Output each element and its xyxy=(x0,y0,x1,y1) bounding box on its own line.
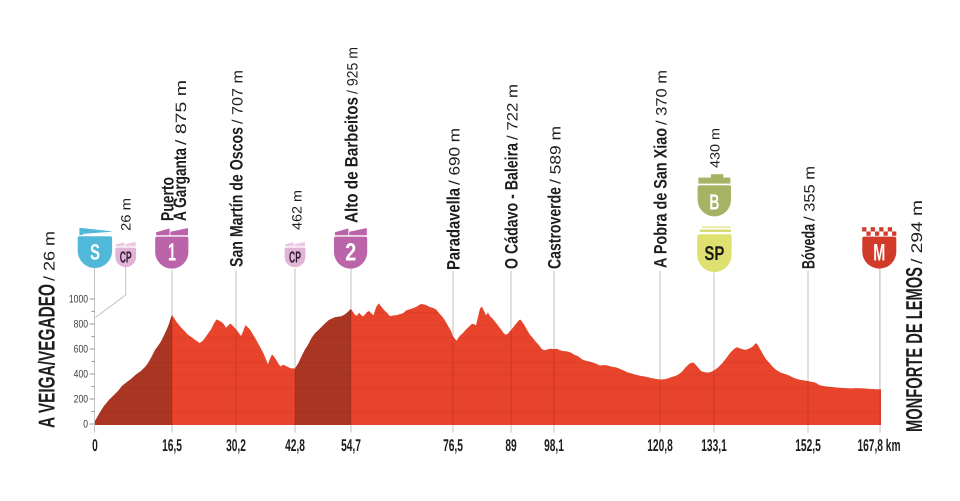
svg-text:CP: CP xyxy=(120,250,132,267)
svg-text:167,8 km: 167,8 km xyxy=(857,436,900,455)
svg-text:26 m: 26 m xyxy=(119,198,134,231)
svg-text:120,8: 120,8 xyxy=(647,436,673,455)
svg-text:A VEIGA/VEGADEO: A VEIGA/VEGADEO xyxy=(34,284,60,428)
svg-text:/ 925 m: / 925 m xyxy=(344,47,361,94)
svg-text:16,5: 16,5 xyxy=(162,436,182,455)
svg-text:M: M xyxy=(873,240,885,267)
svg-text:0: 0 xyxy=(92,436,98,455)
svg-text:Bóveda: Bóveda xyxy=(799,223,819,269)
svg-text:200: 200 xyxy=(74,394,88,406)
svg-text:76,5: 76,5 xyxy=(443,436,463,455)
svg-text:54,7: 54,7 xyxy=(341,436,361,455)
svg-text:30,2: 30,2 xyxy=(226,436,246,455)
svg-text:MONFORTE DE LEMOS: MONFORTE DE LEMOS xyxy=(901,267,927,432)
svg-text:Castroverde: Castroverde xyxy=(545,187,565,269)
svg-text:1000: 1000 xyxy=(69,294,88,306)
svg-text:Puerto: Puerto xyxy=(158,177,178,221)
svg-text:0: 0 xyxy=(83,419,88,431)
svg-text:B: B xyxy=(709,190,719,215)
svg-text:/ 722 m: / 722 m xyxy=(505,84,522,140)
svg-text:/ 26 m: / 26 m xyxy=(42,231,59,281)
svg-text:SP: SP xyxy=(704,243,724,265)
svg-text:Alto de Barbeitos: Alto de Barbeitos xyxy=(341,97,361,223)
svg-text:133,1: 133,1 xyxy=(701,436,727,455)
svg-text:400: 400 xyxy=(74,369,88,381)
svg-text:800: 800 xyxy=(74,319,88,331)
svg-text:/ 707 m: / 707 m xyxy=(230,70,247,124)
svg-text:430 m: 430 m xyxy=(708,128,723,168)
svg-text:462 m: 462 m xyxy=(290,190,305,230)
svg-text:A Pobra de San Xiao: A Pobra de San Xiao xyxy=(651,128,671,268)
svg-text:San Martín de Oscos: San Martín de Oscos xyxy=(227,127,247,267)
svg-text:S: S xyxy=(90,240,100,265)
svg-text:152,5: 152,5 xyxy=(795,436,821,455)
svg-text:/ 370 m: / 370 m xyxy=(654,70,671,125)
svg-text:/ 690 m: / 690 m xyxy=(447,128,464,185)
svg-text:600: 600 xyxy=(74,344,88,356)
svg-text:98,1: 98,1 xyxy=(544,436,564,455)
svg-text:O Cádavo - Baleira: O Cádavo - Baleira xyxy=(502,142,522,269)
svg-text:/ 355 m: / 355 m xyxy=(802,166,819,221)
svg-text:/ 875 m: / 875 m xyxy=(173,80,190,145)
svg-text:2: 2 xyxy=(345,239,356,267)
svg-text:A Garganta: A Garganta xyxy=(170,147,190,221)
svg-text:Paradavella: Paradavella xyxy=(444,187,464,270)
svg-text:CP: CP xyxy=(289,250,301,267)
svg-text:/ 294 m: / 294 m xyxy=(909,200,926,264)
svg-text:1: 1 xyxy=(168,239,176,267)
svg-text:89: 89 xyxy=(505,436,516,455)
svg-text:42,8: 42,8 xyxy=(285,436,305,455)
svg-text:/ 589 m: / 589 m xyxy=(548,126,565,184)
